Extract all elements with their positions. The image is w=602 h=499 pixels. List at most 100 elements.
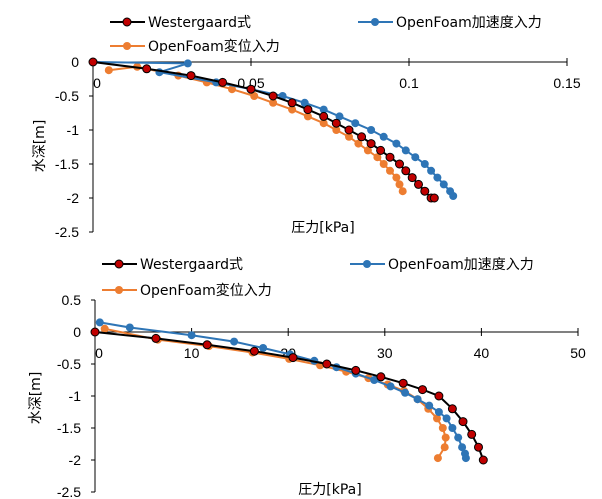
legend-marker-openfoam-disp	[123, 42, 131, 50]
series-line-westergaard	[92, 61, 435, 199]
legend-label-openfoam-accel: OpenFoam加速度入力	[388, 257, 534, 273]
data-point-openfoam-accel	[434, 408, 443, 416]
data-point-openfoam-accel	[458, 443, 467, 452]
y-tick-label: -0.5	[55, 88, 79, 104]
legend-label-westergaard: Westergaard式	[148, 15, 251, 31]
y-tick-label: 0	[71, 54, 79, 70]
data-point-openfoam-disp	[379, 160, 388, 168]
chart-1-legend: Westergaard式 OpenFoam加速度入力 OpenFoam変位入力	[110, 15, 542, 55]
data-point-openfoam-accel	[351, 119, 360, 128]
data-point-westergaard	[429, 193, 439, 203]
chart-2-x-axis-label: 圧力[kPa]	[298, 482, 361, 498]
legend-item-westergaard: Westergaard式	[102, 257, 243, 273]
data-point-westergaard	[458, 417, 468, 427]
series-openfoam-disp	[100, 324, 450, 463]
data-point-openfoam-accel	[401, 146, 410, 155]
data-point-westergaard	[202, 340, 212, 350]
data-point-westergaard	[434, 391, 444, 401]
data-point-openfoam-disp	[288, 105, 297, 114]
data-point-openfoam-disp	[319, 119, 328, 128]
data-point-openfoam-disp	[386, 166, 394, 175]
y-tick-label: -2	[67, 190, 80, 206]
data-point-westergaard	[366, 139, 376, 149]
data-point-openfoam-disp	[392, 173, 401, 182]
y-tick-label: -2.5	[55, 224, 79, 240]
data-point-openfoam-accel	[442, 414, 451, 423]
legend-item-openfoam-accel: OpenFoam加速度入力	[350, 257, 534, 273]
data-point-westergaard	[288, 353, 298, 363]
series-line-openfoam-disp	[104, 327, 447, 459]
data-point-openfoam-accel	[335, 112, 344, 121]
chart-2-legend: Westergaard式 OpenFoam加速度入力 OpenFoam変位入力	[102, 257, 534, 299]
data-point-openfoam-disp	[433, 454, 442, 463]
data-point-westergaard	[303, 105, 313, 115]
chart-2-axes	[91, 299, 579, 493]
data-point-openfoam-accel	[448, 424, 457, 432]
data-point-openfoam-accel	[300, 98, 309, 107]
data-point-openfoam-accel	[230, 337, 239, 346]
data-point-openfoam-disp	[438, 424, 447, 432]
x-tick-label: 0	[93, 75, 101, 91]
data-point-openfoam-disp	[398, 187, 407, 196]
data-point-westergaard	[322, 359, 332, 369]
legend-item-openfoam-disp: OpenFoam変位入力	[110, 38, 280, 55]
data-point-westergaard	[287, 98, 297, 108]
legend-item-openfoam-disp: OpenFoam変位入力	[102, 282, 272, 299]
chart-1-y-axis-label: 水深[m]	[32, 120, 48, 173]
x-tick-label: 0.15	[553, 75, 580, 91]
data-point-openfoam-accel	[454, 433, 463, 442]
data-point-westergaard	[142, 64, 152, 74]
data-point-westergaard	[319, 111, 329, 121]
y-tick-label: -1.5	[57, 420, 81, 436]
data-point-openfoam-accel	[95, 318, 104, 327]
data-point-westergaard	[186, 71, 196, 81]
legend-label-westergaard: Westergaard式	[140, 257, 243, 273]
data-point-westergaard	[331, 118, 341, 128]
data-point-openfoam-disp	[440, 443, 449, 452]
data-point-openfoam-disp	[345, 132, 353, 141]
data-point-openfoam-accel	[125, 323, 134, 332]
data-point-openfoam-accel	[413, 395, 422, 404]
data-point-openfoam-accel	[367, 126, 376, 134]
data-point-westergaard	[90, 327, 100, 337]
y-tick-label: 0	[73, 324, 81, 340]
x-tick-label: 40	[474, 345, 490, 361]
chart-1-axes	[89, 58, 568, 233]
legend-label-openfoam-accel: OpenFoam加速度入力	[396, 15, 542, 31]
data-point-openfoam-disp	[250, 92, 259, 100]
data-point-openfoam-accel	[427, 166, 436, 175]
data-point-openfoam-accel	[420, 160, 429, 168]
data-point-openfoam-disp	[228, 85, 236, 94]
data-point-openfoam-accel	[386, 382, 395, 391]
data-point-openfoam-disp	[373, 153, 382, 162]
data-point-westergaard	[467, 429, 477, 439]
series-openfoam-disp	[104, 62, 407, 196]
series-westergaard	[88, 57, 439, 203]
data-point-westergaard	[474, 442, 483, 452]
chart-1-series	[88, 57, 458, 203]
legend-label-openfoam-disp: OpenFoam変位入力	[140, 282, 272, 299]
data-point-openfoam-disp	[104, 66, 113, 75]
data-point-westergaard	[414, 179, 423, 189]
chart-1: Westergaard式 OpenFoam加速度入力 OpenFoam変位入力 …	[32, 15, 581, 240]
chart-2-y-axis-label: 水深[m]	[28, 372, 44, 425]
data-point-openfoam-accel	[370, 376, 379, 384]
data-point-openfoam-accel	[379, 132, 388, 141]
chart-2: Westergaard式 OpenFoam加速度入力 OpenFoam変位入力 …	[28, 257, 586, 499]
data-point-openfoam-accel	[187, 331, 196, 340]
data-point-westergaard	[357, 132, 367, 142]
legend-marker-openfoam-accel	[363, 260, 371, 268]
data-point-westergaard	[218, 77, 228, 87]
y-tick-label: -1	[67, 122, 80, 138]
data-point-openfoam-accel	[439, 180, 448, 189]
x-tick-label: 0.1	[399, 75, 419, 91]
chart-1-x-axis-label: 圧力[kPa]	[291, 220, 354, 236]
y-tick-label: -1.5	[55, 156, 79, 172]
data-point-openfoam-accel	[461, 454, 470, 463]
data-point-westergaard	[478, 455, 488, 465]
data-point-openfoam-disp	[100, 324, 109, 333]
legend-item-westergaard: Westergaard式	[110, 15, 251, 31]
data-point-openfoam-accel	[449, 192, 458, 200]
x-tick-label: 0	[95, 345, 103, 361]
